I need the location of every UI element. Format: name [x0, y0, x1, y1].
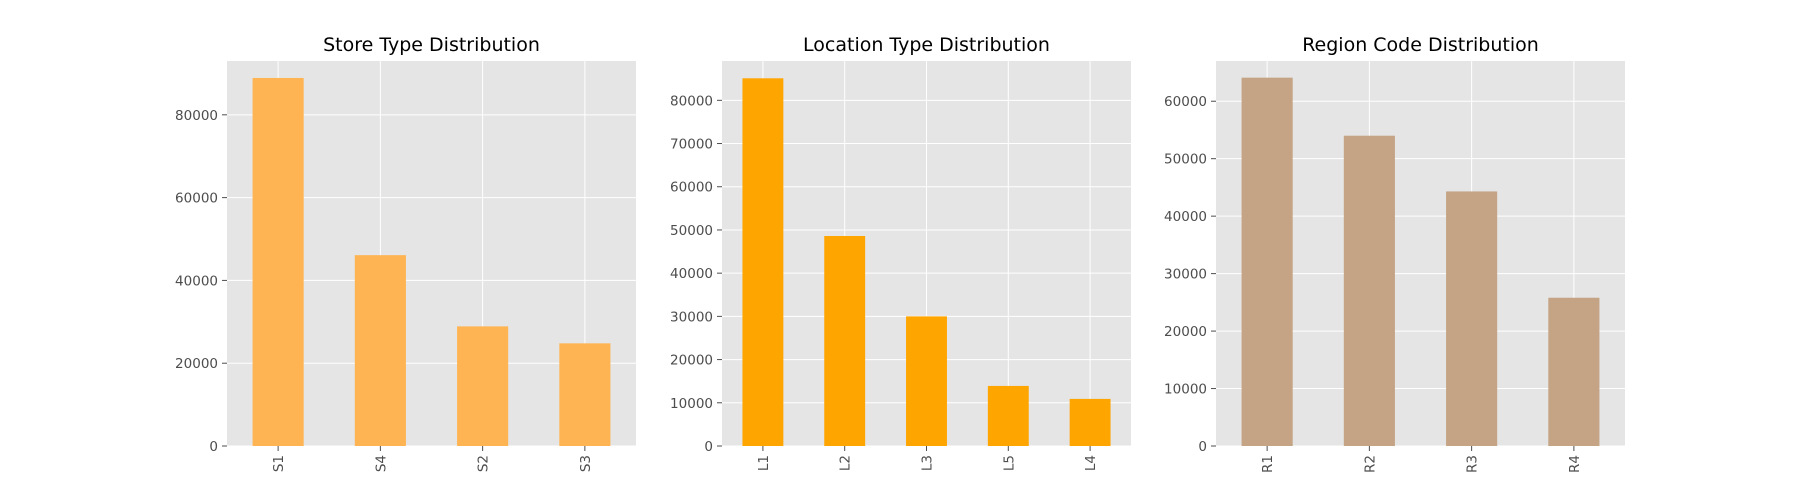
bar-s2 [457, 326, 509, 446]
y-tick-label: 30000 [1164, 267, 1207, 283]
chart-svg: 0 20000 40000 60000 80000 S1 S4 S2 S3 Store Type … [175, 34, 636, 472]
bar-l1 [742, 78, 784, 447]
bar-s1 [252, 77, 304, 447]
bar-l5 [987, 385, 1029, 446]
x-tick-label: R3 [1465, 455, 1481, 473]
x-tick-label: L4 [1083, 455, 1099, 471]
x-tick-label: S1 [271, 455, 287, 472]
y-tick-label: 10000 [1164, 382, 1207, 398]
y-tick-label: 40000 [1164, 209, 1207, 225]
chart-svg: 0 10000 20000 30000 40000 50000 60000 70000 8000… [670, 34, 1131, 471]
bar-r3 [1446, 191, 1498, 446]
x-tick-label: L1 [756, 455, 772, 471]
y-tick-label: 20000 [670, 353, 713, 369]
bar-r4 [1548, 297, 1600, 446]
x-tick-label: R1 [1260, 455, 1276, 473]
y-tick-label: 80000 [670, 93, 713, 109]
y-tick-label: 60000 [670, 180, 713, 196]
y-tick-label: 10000 [670, 396, 713, 412]
y-tick-label: 60000 [175, 191, 218, 207]
y-tick-label: 40000 [175, 273, 218, 289]
y-tick-label: 50000 [1164, 152, 1207, 168]
bar-l4 [1069, 398, 1111, 446]
y-tick-label: 60000 [1164, 94, 1207, 110]
x-tick-label: L3 [920, 455, 936, 471]
y-tick-label: 70000 [670, 137, 713, 153]
chart-title: Region Code Distribution [1302, 34, 1539, 56]
y-tick-label: 20000 [175, 356, 218, 372]
x-tick-label: L5 [1001, 455, 1017, 471]
bar-r2 [1343, 135, 1395, 447]
y-tick-label: 0 [704, 439, 713, 455]
chart-title: Store Type Distribution [323, 34, 540, 56]
y-tick-label: 80000 [175, 108, 218, 124]
bar-l2 [824, 236, 866, 446]
x-tick-label: S2 [476, 455, 492, 472]
x-tick-label: S3 [578, 455, 594, 472]
bar-r1 [1241, 77, 1293, 446]
bar-l3 [906, 316, 947, 446]
x-tick-label: S4 [373, 455, 389, 472]
y-tick-label: 0 [1198, 439, 1207, 455]
y-tick-label: 50000 [670, 223, 713, 239]
bar-s3 [559, 343, 611, 446]
x-tick-label: L2 [838, 455, 854, 471]
region-code-chart: 0 10000 20000 30000 40000 50000 60000 R1 R2 R3 R4 R… [1136, 0, 1635, 500]
location-type-chart: 0 10000 20000 30000 40000 50000 60000 70000 8000… [642, 0, 1141, 500]
store-type-chart: 0 20000 40000 60000 80000 S1 S4 S2 S3 Store Type … [147, 0, 646, 500]
x-tick-label: R4 [1567, 455, 1583, 473]
y-tick-label: 0 [209, 439, 218, 455]
y-tick-label: 30000 [670, 309, 713, 325]
y-tick-label: 40000 [670, 266, 713, 282]
chart-svg: 0 10000 20000 30000 40000 50000 60000 R1 R2 R3 R4 R… [1164, 34, 1625, 473]
y-tick-label: 20000 [1164, 324, 1207, 340]
bar-s4 [354, 255, 406, 446]
chart-title: Location Type Distribution [803, 34, 1050, 56]
x-tick-label: R2 [1362, 455, 1378, 473]
